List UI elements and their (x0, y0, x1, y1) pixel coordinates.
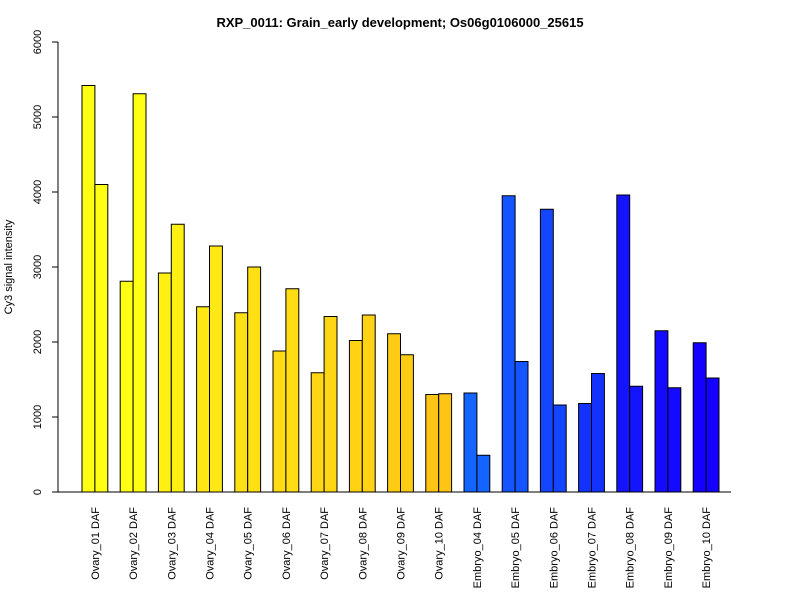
bar (616, 194, 631, 493)
bar (438, 393, 453, 493)
category-label: Ovary_05 DAF (243, 507, 255, 580)
bar (552, 404, 567, 493)
category-label: Ovary_08 DAF (357, 507, 369, 580)
bar (425, 394, 440, 493)
y-tick-label: 4000 (32, 180, 44, 204)
y-axis-ticks: 0 1000 2000 3000 4000 5000 6000 (32, 30, 58, 495)
y-tick-label: 6000 (32, 30, 44, 54)
bar (323, 316, 338, 493)
category-label: Embryo_10 DAF (701, 507, 713, 589)
bar (247, 266, 262, 493)
chart-title: RXP_0011: Grain_early development; Os06g… (216, 15, 583, 30)
category-label: Embryo_04 DAF (472, 507, 484, 589)
bar (578, 403, 592, 493)
category-label: Ovary_01 DAF (90, 507, 102, 580)
bar (400, 354, 414, 493)
bar (591, 373, 605, 493)
bar (463, 392, 478, 493)
bar (501, 195, 516, 493)
bar (119, 280, 134, 493)
y-tick-label: 0 (32, 489, 44, 495)
bar (667, 387, 682, 493)
bar (157, 272, 172, 493)
bar (629, 385, 644, 493)
bar (387, 333, 402, 493)
category-label: Embryo_07 DAF (587, 507, 599, 589)
bar (132, 93, 147, 493)
bar (361, 314, 376, 493)
category-label: Ovary_09 DAF (396, 507, 408, 580)
bar (209, 245, 223, 493)
y-tick-label: 3000 (32, 255, 44, 279)
bar (654, 330, 669, 493)
bar (234, 312, 249, 493)
bar (94, 184, 109, 493)
y-tick-label: 1000 (32, 405, 44, 429)
y-tick-label: 2000 (32, 330, 44, 354)
y-tick-label: 5000 (32, 105, 44, 129)
bar (170, 223, 185, 493)
bar (81, 85, 96, 493)
bar (196, 306, 211, 493)
y-axis-label: Cy3 signal intensity (3, 219, 15, 314)
bar (272, 350, 287, 493)
category-label: Embryo_08 DAF (625, 507, 637, 589)
bar (705, 377, 720, 493)
bar (310, 372, 325, 493)
bar (539, 208, 554, 493)
bar (692, 342, 707, 493)
bar (285, 288, 300, 493)
bars-group (81, 85, 720, 493)
bar (476, 454, 491, 493)
category-label: Ovary_04 DAF (205, 507, 217, 580)
category-labels: Ovary_01 DAF Ovary_02 DAF Ovary_03 DAF Ovar… (90, 507, 713, 589)
category-label: Embryo_09 DAF (663, 507, 675, 589)
category-label: Ovary_07 DAF (319, 507, 331, 580)
category-label: Embryo_06 DAF (548, 507, 560, 589)
bar (514, 361, 529, 493)
category-label: Ovary_06 DAF (281, 507, 293, 580)
bar (348, 340, 363, 493)
category-label: Ovary_10 DAF (434, 507, 446, 580)
category-label: Embryo_05 DAF (510, 507, 522, 589)
category-label: Ovary_03 DAF (166, 507, 178, 580)
category-label: Ovary_02 DAF (128, 507, 140, 580)
